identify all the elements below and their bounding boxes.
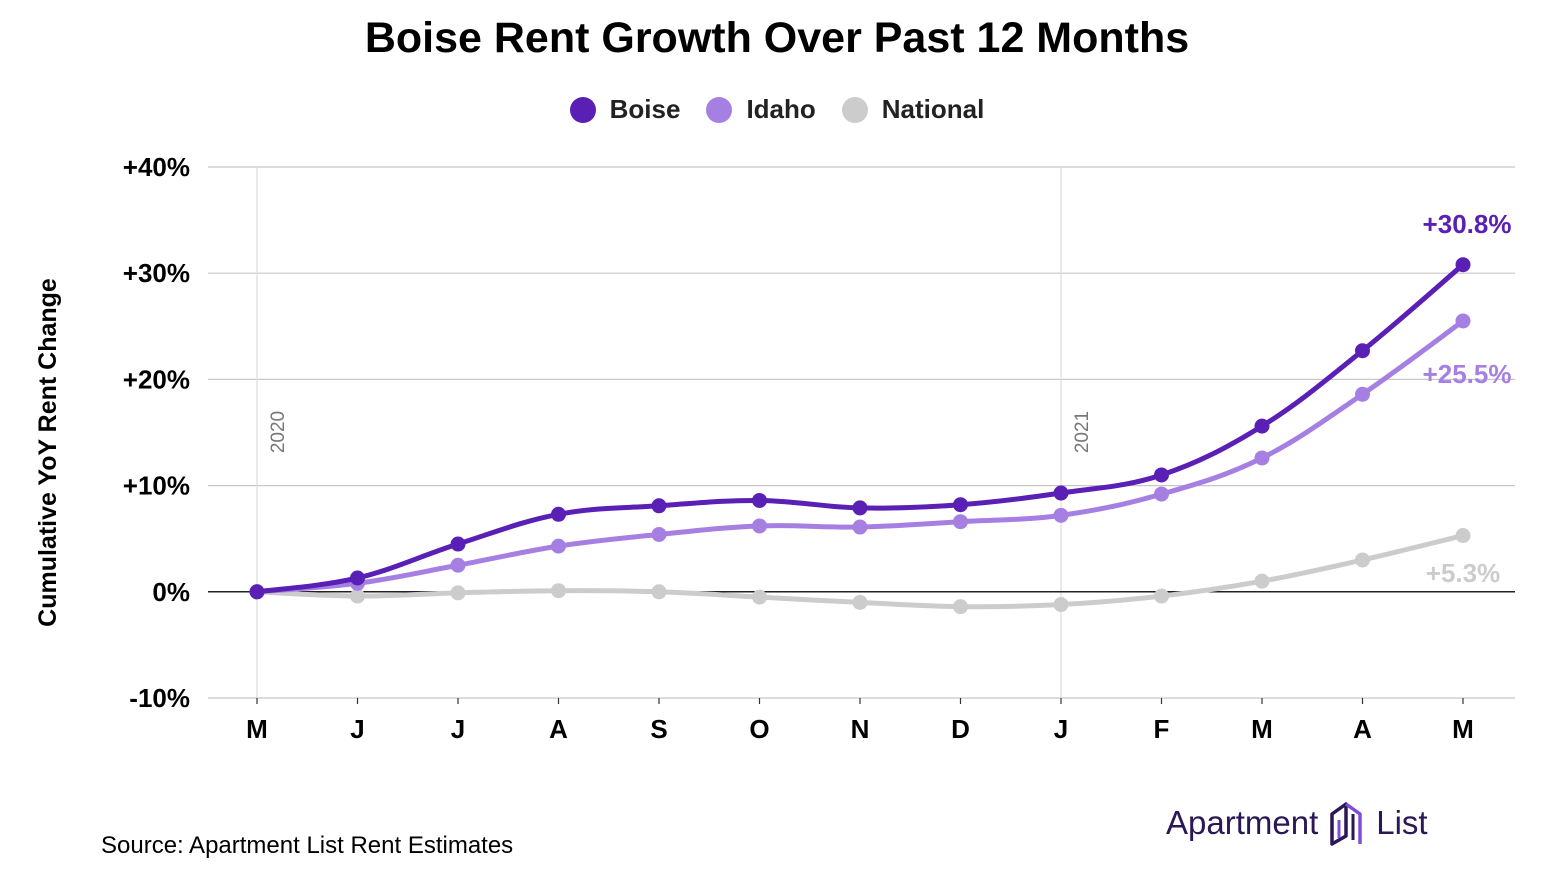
data-point-idaho bbox=[551, 538, 566, 554]
data-point-national bbox=[1455, 528, 1471, 544]
legend-swatch bbox=[569, 96, 596, 123]
data-point-national bbox=[651, 584, 667, 600]
legend-label: Boise bbox=[609, 94, 681, 124]
chart-legend: Boise Idaho National bbox=[0, 94, 1554, 125]
data-point-boise bbox=[1455, 257, 1471, 273]
x-tick-label: A bbox=[549, 714, 568, 744]
y-axis-title: Cumulative YoY Rent Change bbox=[34, 278, 62, 627]
brand-word-apartment: Apartment bbox=[1166, 804, 1319, 841]
data-point-boise bbox=[450, 536, 466, 552]
data-point-boise bbox=[651, 498, 667, 514]
data-point-idaho bbox=[1455, 313, 1471, 329]
data-point-boise bbox=[1154, 467, 1169, 483]
data-point-idaho bbox=[852, 519, 868, 535]
series-lines bbox=[249, 257, 1471, 615]
data-point-national bbox=[1154, 588, 1169, 604]
legend-label: National bbox=[881, 94, 985, 124]
x-tick-label: N bbox=[851, 714, 870, 744]
y-tick-label: +20% bbox=[123, 364, 190, 394]
apartment-list-logo-icon bbox=[1330, 802, 1362, 846]
data-point-national bbox=[1355, 552, 1370, 568]
grid-lines bbox=[208, 166, 1515, 699]
x-tick-label: D bbox=[951, 714, 970, 744]
data-point-boise bbox=[1053, 485, 1069, 501]
legend-item-national: National bbox=[841, 94, 985, 125]
year-marker-label: 2020 bbox=[268, 411, 289, 453]
y-tick-label: -10% bbox=[129, 683, 190, 713]
year-marker-label: 2021 bbox=[1072, 411, 1093, 453]
end-value-label-national: +5.3% bbox=[1426, 558, 1500, 588]
brand-word-list: List bbox=[1376, 804, 1428, 841]
chart-labels: -10% 0% +10% +20% +30% +40% M J J A S O N D J F M A M 2020 2… bbox=[34, 152, 1511, 744]
data-point-national bbox=[752, 589, 767, 605]
x-tick-label: J bbox=[1054, 714, 1068, 744]
legend-swatch bbox=[841, 96, 868, 123]
x-tick-label: F bbox=[1154, 714, 1170, 744]
data-point-idaho bbox=[1154, 486, 1169, 502]
x-tick-label: O bbox=[749, 714, 769, 744]
data-point-idaho bbox=[1053, 507, 1069, 523]
data-point-national bbox=[1254, 573, 1270, 589]
data-point-boise bbox=[852, 500, 868, 516]
end-value-label-boise: +30.8% bbox=[1423, 209, 1512, 239]
data-point-national bbox=[1053, 597, 1069, 613]
legend-label: Idaho bbox=[746, 94, 816, 124]
series-line-boise bbox=[254, 262, 1466, 595]
source-note: Source: Apartment List Rent Estimates bbox=[101, 832, 514, 859]
data-point-national bbox=[551, 583, 566, 599]
legend-item-boise: Boise bbox=[569, 94, 681, 125]
legend-item-idaho: Idaho bbox=[706, 94, 816, 125]
y-tick-label: +40% bbox=[123, 152, 190, 182]
data-point-national bbox=[450, 585, 466, 601]
data-point-boise bbox=[1355, 343, 1370, 359]
x-tick-label: J bbox=[350, 714, 364, 744]
apartment-list-logo: Apartment List bbox=[1166, 800, 1428, 846]
data-point-boise bbox=[953, 497, 968, 513]
data-point-idaho bbox=[752, 518, 767, 534]
x-tick-label: S bbox=[650, 714, 667, 744]
chart-title: Boise Rent Growth Over Past 12 Months bbox=[364, 14, 1190, 62]
data-point-idaho bbox=[953, 514, 968, 530]
data-point-boise bbox=[249, 584, 265, 600]
x-tick-label: M bbox=[1452, 714, 1474, 744]
data-point-idaho bbox=[1254, 450, 1270, 466]
data-point-boise bbox=[1254, 418, 1270, 434]
data-point-idaho bbox=[1355, 386, 1370, 402]
x-tick-label: J bbox=[451, 714, 465, 744]
data-point-boise bbox=[551, 506, 566, 522]
y-tick-label: 0% bbox=[152, 577, 190, 607]
data-point-boise bbox=[350, 570, 365, 586]
x-tick-label: M bbox=[1251, 714, 1273, 744]
data-point-national bbox=[350, 588, 365, 604]
end-value-label-idaho: +25.5% bbox=[1423, 359, 1512, 389]
data-point-national bbox=[852, 594, 868, 610]
data-point-idaho bbox=[651, 526, 667, 542]
y-tick-label: +30% bbox=[123, 258, 190, 288]
y-tick-label: +10% bbox=[123, 471, 190, 501]
legend-swatch bbox=[706, 96, 733, 123]
data-point-boise bbox=[752, 492, 767, 508]
x-tick-label: M bbox=[246, 714, 268, 744]
data-point-idaho bbox=[450, 557, 466, 573]
x-tick-label: A bbox=[1353, 714, 1372, 744]
data-point-national bbox=[953, 599, 968, 615]
